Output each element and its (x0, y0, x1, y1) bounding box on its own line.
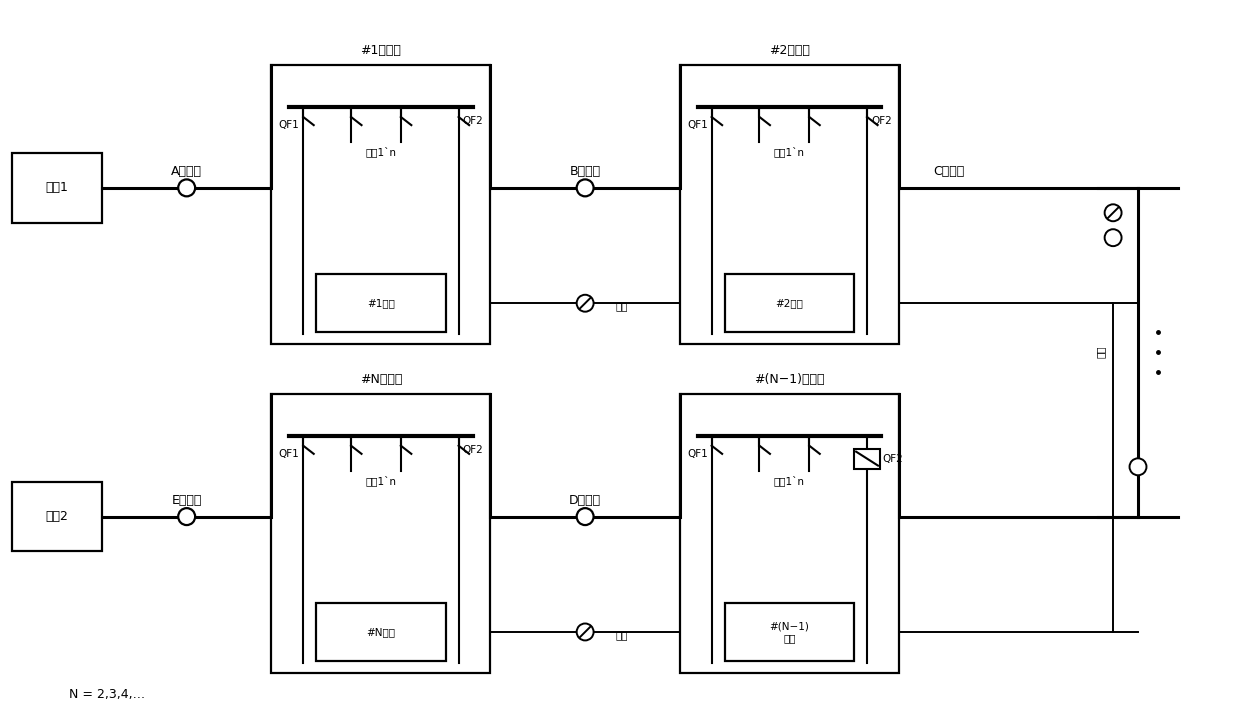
Circle shape (577, 623, 594, 641)
Text: QF2: QF2 (463, 445, 484, 455)
Text: N = 2,3,4,…: N = 2,3,4,… (69, 688, 145, 701)
Circle shape (179, 180, 195, 196)
Bar (316, 274, 445, 332)
Text: 出线1`n: 出线1`n (774, 476, 805, 487)
Text: E段线路: E段线路 (171, 494, 202, 507)
Text: #N环网柜: #N环网柜 (360, 373, 402, 386)
Text: 出线1`n: 出线1`n (774, 147, 805, 158)
Circle shape (179, 508, 195, 525)
Bar (724, 274, 854, 332)
Text: QF1: QF1 (687, 120, 708, 130)
Circle shape (1105, 204, 1121, 222)
Bar (680, 65, 899, 344)
Bar (724, 603, 854, 661)
Circle shape (1130, 458, 1147, 475)
Text: B段线路: B段线路 (569, 165, 600, 178)
Text: 进线1: 进线1 (46, 182, 68, 194)
Text: C段线路: C段线路 (934, 165, 965, 178)
Text: QF2: QF2 (463, 116, 484, 126)
Text: #(N−1)环网柜: #(N−1)环网柜 (754, 373, 825, 386)
Text: 出线1`n: 出线1`n (366, 476, 397, 487)
Bar (680, 394, 899, 673)
Bar (854, 449, 880, 468)
Circle shape (577, 180, 594, 196)
Text: QF2: QF2 (870, 116, 892, 126)
Bar (272, 65, 491, 344)
Text: #N终端: #N终端 (367, 627, 396, 637)
Text: #2环网柜: #2环网柜 (769, 44, 810, 57)
Text: A段线路: A段线路 (171, 165, 202, 178)
Bar (316, 603, 445, 661)
Text: #(N−1)
终端: #(N−1) 终端 (769, 621, 810, 643)
Bar (272, 394, 491, 673)
Text: QF1: QF1 (279, 120, 299, 130)
Text: QF2: QF2 (882, 454, 903, 463)
Bar (12, 153, 102, 223)
Text: QF1: QF1 (279, 449, 299, 458)
Text: 出线1`n: 出线1`n (366, 147, 397, 158)
Text: #1终端: #1终端 (367, 298, 394, 308)
Text: #2终端: #2终端 (775, 298, 804, 308)
Text: D段线路: D段线路 (569, 494, 601, 507)
Text: #1环网柜: #1环网柜 (361, 44, 402, 57)
Text: 光缆: 光缆 (615, 630, 627, 640)
Bar (12, 481, 102, 552)
Circle shape (1105, 230, 1121, 246)
Text: 进线2: 进线2 (46, 510, 68, 523)
Circle shape (577, 295, 594, 312)
Circle shape (577, 508, 594, 525)
Text: 光缆: 光缆 (615, 301, 627, 311)
Text: QF1: QF1 (687, 449, 708, 458)
Text: 光缆: 光缆 (1096, 346, 1106, 358)
